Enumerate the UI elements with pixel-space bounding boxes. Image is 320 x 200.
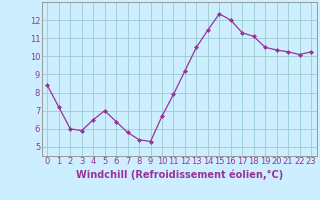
X-axis label: Windchill (Refroidissement éolien,°C): Windchill (Refroidissement éolien,°C) xyxy=(76,169,283,180)
